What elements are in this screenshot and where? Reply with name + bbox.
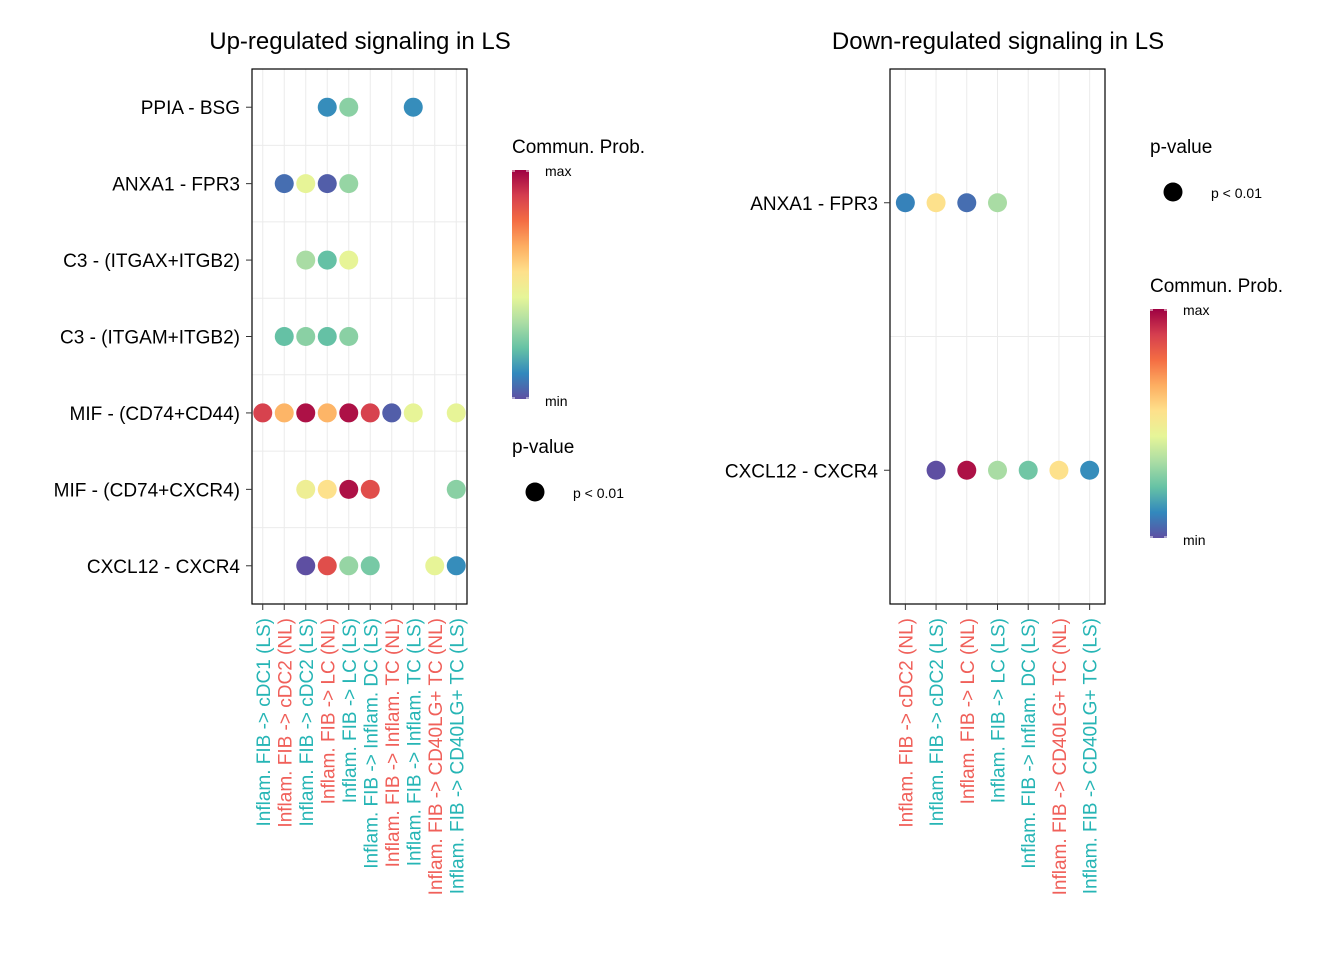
x-tick-label: Inflam. FIB -> Inflam. DC (LS) [1019, 618, 1040, 869]
data-point [403, 97, 423, 117]
legend-prob-title: Commun. Prob. [512, 137, 645, 158]
legend-pvalue-label: p < 0.01 [573, 485, 624, 501]
x-tick-label: Inflam. FIB -> Inflam. TC (LS) [404, 618, 425, 866]
y-tick-label: CXCL12 - CXCR4 [725, 461, 879, 482]
legend-pvalue-dot [525, 482, 545, 502]
data-point [317, 556, 337, 576]
colorbar-min-label: min [1183, 532, 1206, 548]
data-point [425, 556, 445, 576]
chart-title: Up-regulated signaling in LS [209, 28, 511, 55]
data-point [1080, 460, 1100, 480]
data-point [446, 403, 466, 423]
data-point [317, 479, 337, 499]
data-point [317, 174, 337, 194]
x-tick-label: Inflam. FIB -> CD40LG+ TC (NL) [1050, 618, 1071, 895]
data-point [988, 460, 1007, 480]
data-point [317, 403, 337, 423]
data-point [339, 327, 359, 346]
data-point [339, 97, 359, 117]
data-point [253, 403, 273, 423]
chart-title: Down-regulated signaling in LS [832, 28, 1164, 55]
data-point [317, 97, 337, 117]
x-tick-label: Inflam. FIB -> LC (LS) [989, 618, 1010, 803]
data-point [403, 403, 423, 423]
legend-pvalue-dot [1163, 182, 1183, 202]
data-point [360, 403, 380, 423]
data-point [296, 250, 316, 270]
data-point [957, 460, 977, 480]
data-point [339, 479, 359, 499]
y-tick-label: C3 - (ITGAM+ITGB2) [60, 328, 240, 349]
data-point [360, 479, 380, 499]
data-point [926, 193, 946, 213]
data-point [339, 403, 359, 423]
data-point [1049, 460, 1069, 480]
data-point [296, 556, 316, 576]
data-point [382, 403, 402, 423]
up-regulated-panel: Up-regulated signaling in LS PPIA - BSG AN… [54, 28, 645, 895]
x-tick-label: Inflam. FIB -> LC (LS) [340, 618, 361, 803]
x-tick-label: Inflam. FIB -> cDC1 (LS) [254, 618, 275, 827]
data-point [360, 556, 380, 576]
data-point [446, 556, 466, 576]
data-points [253, 97, 466, 576]
data-point [446, 479, 466, 499]
x-tick-label: Inflam. FIB -> cDC2 (NL) [896, 618, 917, 828]
legend-prob-title: Commun. Prob. [1150, 276, 1283, 297]
data-point [296, 403, 316, 423]
colorbar [512, 170, 529, 399]
data-point [296, 174, 316, 194]
legend-pvalue-title: p-value [512, 437, 574, 458]
data-point [274, 327, 294, 346]
x-tick-label: Inflam. FIB -> LC (NL) [318, 618, 339, 804]
data-point [1018, 460, 1038, 480]
down-regulated-panel: Down-regulated signaling in LS ANXA1 - FP… [725, 28, 1283, 895]
data-point [895, 193, 915, 213]
data-point [926, 460, 946, 480]
x-tick-label: Inflam. FIB -> CD40LG+ TC (LS) [447, 618, 468, 894]
colorbar [1150, 309, 1167, 538]
data-point [317, 250, 337, 270]
y-tick-label: ANXA1 - FPR3 [112, 175, 240, 196]
y-tick-label: MIF - (CD74+CD44) [70, 404, 241, 425]
x-tick-label: Inflam. FIB -> cDC2 (LS) [297, 618, 318, 827]
data-point [339, 556, 359, 576]
y-tick-label: MIF - (CD74+CXCR4) [54, 480, 240, 501]
x-tick-label: Inflam. FIB -> cDC2 (LS) [927, 618, 948, 827]
y-tick-label: PPIA - BSG [141, 98, 240, 119]
y-tick-label: CXCL12 - CXCR4 [87, 557, 241, 578]
x-tick-label: Inflam. FIB -> Inflam. DC (LS) [361, 618, 382, 869]
colorbar-min-label: min [545, 393, 568, 409]
x-tick-label: Inflam. FIB -> LC (NL) [958, 618, 979, 804]
data-point [317, 327, 337, 346]
x-tick-label: Inflam. FIB -> CD40LG+ TC (LS) [1081, 618, 1102, 894]
data-point [957, 193, 977, 213]
legend-pvalue-label: p < 0.01 [1211, 185, 1262, 201]
colorbar-max-label: max [1183, 302, 1209, 318]
data-points [895, 193, 1100, 480]
data-point [339, 250, 359, 270]
grid-lines [890, 68, 1105, 605]
data-point [274, 174, 294, 194]
data-point [339, 174, 359, 194]
data-point [296, 479, 316, 499]
legend-pvalue-title: p-value [1150, 137, 1212, 158]
x-tick-label: Inflam. FIB -> CD40LG+ TC (NL) [426, 618, 447, 895]
x-tick-label: Inflam. FIB -> cDC2 (NL) [275, 618, 296, 828]
legend: Commun. Prob. max min p-value p < 0.01 [512, 137, 645, 502]
y-tick-label: C3 - (ITGAX+ITGB2) [63, 251, 240, 272]
x-tick-label: Inflam. FIB -> Inflam. TC (NL) [383, 618, 404, 867]
colorbar-max-label: max [545, 163, 571, 179]
data-point [274, 403, 294, 423]
data-point [296, 327, 316, 346]
legend: p-value p < 0.01 Commun. Prob. max min [1150, 137, 1283, 548]
y-tick-label: ANXA1 - FPR3 [750, 194, 878, 215]
data-point [988, 193, 1007, 213]
